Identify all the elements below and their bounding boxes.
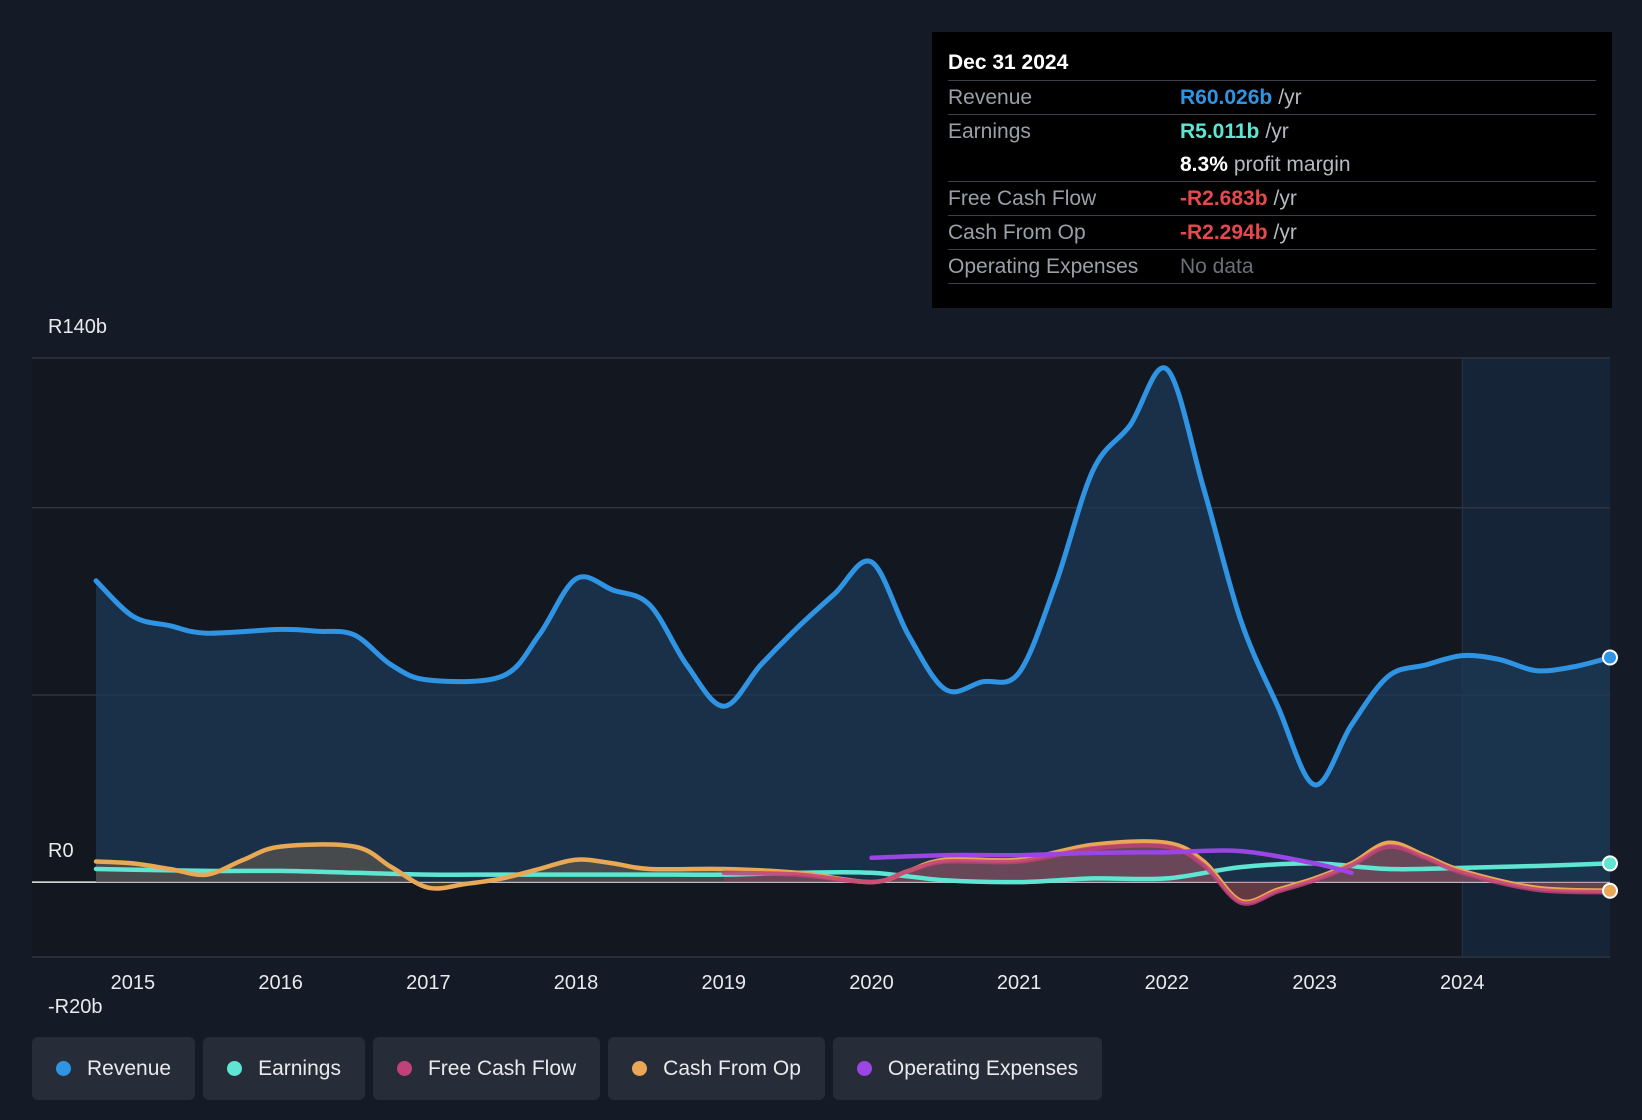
legend-item-revenue[interactable]: Revenue <box>32 1037 196 1100</box>
tooltip-value: No data <box>1180 254 1254 278</box>
legend-label: Cash From Op <box>663 1056 801 1080</box>
tooltip-row-earnings: Earnings R5.011b /yr <box>948 115 1596 148</box>
legend-dot-icon <box>396 1061 412 1076</box>
operating-expenses-line <box>869 848 1354 876</box>
legend-item-free-cash-flow[interactable]: Free Cash Flow <box>372 1037 601 1100</box>
tooltip-unit: /yr <box>1273 186 1297 210</box>
axes: R140b R0 -R20b 2015 2016 2017 2018 2019 2020 2021… <box>48 316 1485 1018</box>
tooltip-row-opex: Operating Expenses No data <box>948 250 1596 284</box>
earnings-line <box>93 861 1613 885</box>
x-tick-label: 2022 <box>1145 972 1190 994</box>
data-tooltip: Dec 31 2024 Revenue R60.026b /yr Earning… <box>932 32 1612 308</box>
legend-label: Free Cash Flow <box>427 1056 577 1080</box>
y-axis-label: -R20b <box>48 996 102 1018</box>
tooltip-unit: profit margin <box>1233 152 1351 176</box>
series-fills <box>96 367 1610 904</box>
y-axis-label: R140b <box>48 316 107 338</box>
legend-item-operating-expenses[interactable]: Operating Expenses <box>832 1037 1103 1100</box>
tooltip-label: Cash From Op <box>948 220 1086 244</box>
revenue-area <box>96 367 1610 883</box>
free-cash-flow-area <box>723 845 1610 904</box>
x-tick-label: 2017 <box>406 972 451 994</box>
tooltip-label: Earnings <box>948 119 1031 143</box>
tooltip-label: Free Cash Flow <box>948 186 1097 210</box>
free-cash-flow-line <box>721 843 1613 906</box>
revenue-end-marker <box>1602 649 1618 666</box>
y-axis-label: R0 <box>48 840 74 862</box>
legend-label: Operating Expenses <box>887 1056 1079 1080</box>
x-tick-label: 2015 <box>111 972 156 994</box>
legend-item-cash-from-op[interactable]: Cash From Op <box>608 1037 825 1100</box>
tooltip-value: R5.011b <box>1180 119 1260 143</box>
legend-label: Revenue <box>87 1056 172 1080</box>
x-tick-label: 2020 <box>849 972 894 994</box>
tooltip-row-revenue: Revenue R60.026b /yr <box>948 81 1596 115</box>
tooltip-unit: /yr <box>1273 220 1297 244</box>
tooltip-value: 8.3% <box>1180 152 1228 176</box>
tooltip-date: Dec 31 2024 <box>948 46 1596 81</box>
tooltip-value: R60.026b <box>1180 85 1273 109</box>
legend-dot-icon <box>56 1061 71 1076</box>
legend: Revenue Earnings Free Cash Flow Cash Fro… <box>32 1037 1103 1100</box>
end-markers <box>1602 649 1618 899</box>
tooltip-unit: /yr <box>1278 85 1302 109</box>
x-tick-label: 2019 <box>702 972 747 994</box>
tooltip-value: -R2.294b <box>1180 220 1268 244</box>
series-lines <box>93 365 1613 906</box>
tooltip-row-cfo: Cash From Op -R2.294b /yr <box>948 216 1596 250</box>
revenue-line <box>93 365 1613 788</box>
legend-dot-icon <box>856 1061 872 1076</box>
legend-item-earnings[interactable]: Earnings <box>203 1037 365 1100</box>
x-tick-label: 2016 <box>258 972 303 994</box>
tooltip-label: Operating Expenses <box>948 254 1139 278</box>
tooltip-unit: /yr <box>1265 119 1289 143</box>
legend-label: Earnings <box>258 1056 341 1080</box>
cash-from-op-end-marker <box>1602 882 1618 899</box>
tooltip-row-margin: 8.3% profit margin <box>948 148 1596 182</box>
cash-from-op-area <box>96 841 1610 902</box>
tooltip-value: -R2.683b <box>1180 186 1268 210</box>
earnings-end-marker <box>1602 855 1618 872</box>
x-tick-label: 2023 <box>1292 972 1337 994</box>
x-tick-label: 2018 <box>554 972 599 994</box>
tooltip-row-fcf: Free Cash Flow -R2.683b /yr <box>948 182 1596 216</box>
legend-dot-icon <box>227 1061 243 1076</box>
x-tick-label: 2021 <box>997 972 1042 994</box>
legend-dot-icon <box>632 1061 648 1076</box>
x-tick-label: 2024 <box>1440 972 1485 994</box>
tooltip-label: Revenue <box>948 85 1033 109</box>
